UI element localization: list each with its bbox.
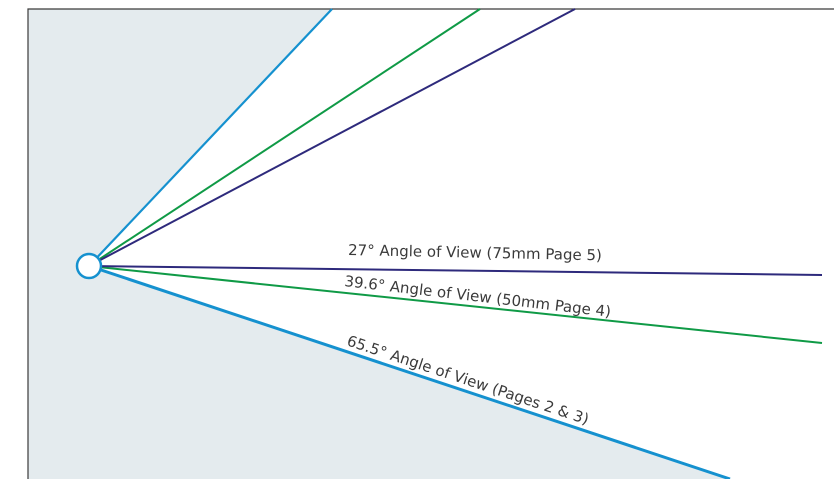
angle-27-label: 27° Angle of View (75mm Page 5): [348, 241, 602, 264]
angle-27-upper-line: [88, 8, 576, 267]
outside-view-region: [28, 9, 730, 479]
angle-39-upper-line: [88, 8, 481, 267]
angle-65-lower-line: [88, 264, 731, 481]
frame-border: [27, 8, 834, 479]
viewpoint-circle: [75, 252, 103, 280]
angle-27-lower-line: [88, 265, 823, 276]
angle-65-upper-line: [88, 8, 333, 267]
angle-39-lower-line: [88, 265, 823, 344]
